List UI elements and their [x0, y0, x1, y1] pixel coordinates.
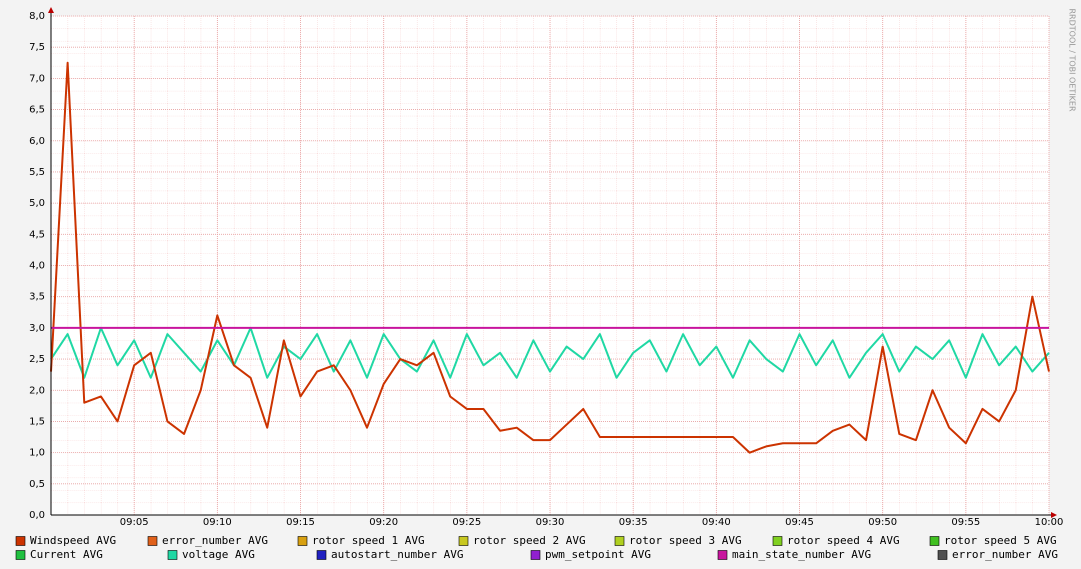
legend-swatch: [15, 536, 26, 546]
legend-label: rotor speed 5 AVG: [944, 534, 1057, 547]
legend-swatch: [316, 550, 327, 560]
x-tick-label: 09:25: [452, 517, 481, 528]
legend: Windspeed AVG error_number AVG rotor speed…: [15, 534, 1058, 561]
credit: RRDTOOL / TOBI OETIKER: [1068, 8, 1077, 111]
legend-swatch: [458, 536, 469, 546]
y-tick-label: 0,5: [29, 479, 45, 490]
legend-swatch: [614, 536, 625, 546]
x-tick-label: 09:35: [619, 517, 648, 528]
y-tick-label: 3,5: [29, 292, 45, 303]
x-tick-label: 09:30: [536, 517, 565, 528]
x-tick-label: 09:20: [369, 517, 398, 528]
legend-swatch: [297, 536, 308, 546]
y-tick-label: 4,0: [29, 261, 45, 272]
legend-swatch: [717, 550, 728, 560]
legend-label: rotor speed 2 AVG: [473, 534, 586, 547]
legend-label: Windspeed AVG: [30, 534, 116, 547]
y-tick-label: 5,5: [29, 167, 45, 178]
legend-swatch: [530, 550, 541, 560]
series-line: [50, 61, 1050, 454]
legend-label: error_number AVG: [162, 534, 268, 547]
y-tick-label: 2,0: [29, 385, 45, 396]
legend-label: Current AVG: [30, 548, 103, 561]
legend-swatch: [929, 536, 940, 546]
x-arrow: [1051, 512, 1057, 518]
legend-swatch: [937, 550, 948, 560]
y-tick-label: 7,5: [29, 42, 45, 53]
legend-label: rotor speed 3 AVG: [629, 534, 742, 547]
legend-label: autostart_number AVG: [331, 548, 463, 561]
legend-label: main_state_number AVG: [732, 548, 871, 561]
y-tick-label: 1,5: [29, 416, 45, 427]
y-tick-label: 3,0: [29, 323, 45, 334]
legend-swatch: [15, 550, 26, 560]
y-tick-label: 2,5: [29, 354, 45, 365]
legend-label: error_number AVG: [952, 548, 1058, 561]
x-tick-label: 09:05: [120, 517, 149, 528]
legend-label: pwm_setpoint AVG: [545, 548, 651, 561]
x-tick-label: 09:40: [702, 517, 731, 528]
y-tick-label: 8,0: [29, 11, 45, 22]
legend-label: voltage AVG: [182, 548, 255, 561]
legend-label: rotor speed 1 AVG: [312, 534, 425, 547]
x-tick-label: 10:00: [1035, 517, 1064, 528]
legend-swatch: [772, 536, 783, 546]
x-tick-label: 09:55: [951, 517, 980, 528]
y-tick-label: 0,0: [29, 510, 45, 521]
legend-swatch: [167, 550, 178, 560]
y-tick-label: 4,5: [29, 229, 45, 240]
y-arrow: [48, 7, 54, 13]
series-line: [50, 326, 1050, 379]
y-tick-label: 6,5: [29, 105, 45, 116]
lines: [50, 61, 1050, 454]
legend-label: rotor speed 4 AVG: [787, 534, 900, 547]
legend-swatch: [147, 536, 158, 546]
x-tick-label: 09:15: [286, 517, 315, 528]
x-tick-label: 09:45: [785, 517, 814, 528]
y-tick-label: 1,0: [29, 448, 45, 459]
x-tick-label: 09:50: [868, 517, 897, 528]
y-tick-label: 6,0: [29, 136, 45, 147]
y-tick-label: 7,0: [29, 73, 45, 84]
y-tick-label: 5,0: [29, 198, 45, 209]
x-tick-label: 09:10: [203, 517, 232, 528]
